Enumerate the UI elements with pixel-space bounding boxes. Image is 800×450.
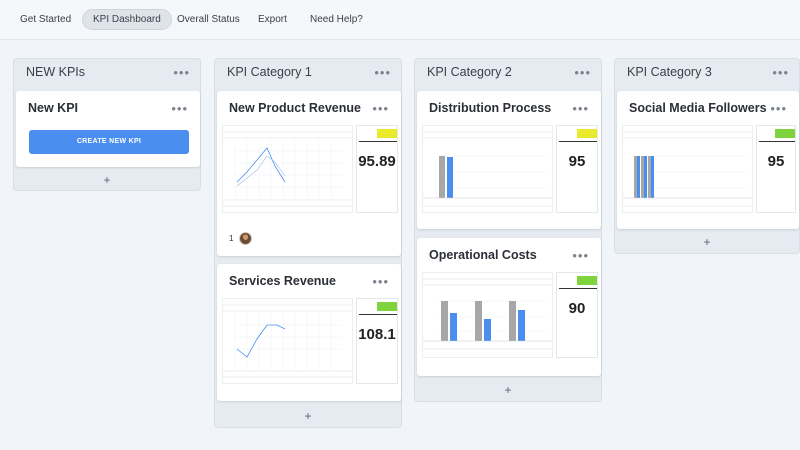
kpi-report-thumbnail [422, 125, 553, 213]
kpi-value: 95 [557, 153, 597, 170]
nav-get-started[interactable]: Get Started [10, 9, 81, 30]
bar-chart-thumbnail [623, 126, 753, 213]
card-title: Operational Costs [429, 248, 537, 262]
more-horizontal-icon[interactable]: ••• [173, 68, 190, 78]
column-kpi-category-3: KPI Category 3 ••• Social Media Follower… [614, 58, 800, 254]
add-card-button[interactable]: + [615, 235, 799, 249]
column-header: NEW KPIs ••• [14, 59, 200, 87]
kpi-card-new-kpi[interactable]: New KPI ••• CREATE NEW KPI [16, 91, 200, 167]
line-chart-thumbnail [223, 299, 353, 384]
kpi-card-operational-costs[interactable]: Operational Costs ••• 90 [417, 238, 601, 376]
kpi-value-panel: 108.1 [356, 298, 398, 384]
bar-chart-thumbnail [423, 273, 553, 358]
card-title: New KPI [28, 101, 78, 115]
bar-chart-thumbnail [423, 126, 553, 213]
nav-kpi-dashboard[interactable]: KPI Dashboard [82, 9, 172, 30]
more-horizontal-icon[interactable]: ••• [572, 251, 589, 261]
more-horizontal-icon[interactable]: ••• [772, 68, 789, 78]
column-kpi-category-2: KPI Category 2 ••• Distribution Process … [414, 58, 602, 402]
column-title: NEW KPIs [26, 65, 85, 79]
add-card-button[interactable]: + [215, 409, 401, 423]
column-title: KPI Category 1 [227, 65, 312, 79]
column-header: KPI Category 1 ••• [215, 59, 401, 87]
status-indicator [377, 129, 397, 138]
line-chart-thumbnail [223, 126, 353, 213]
card-title: Distribution Process [429, 101, 551, 115]
add-card-button[interactable]: + [14, 173, 200, 187]
more-horizontal-icon[interactable]: ••• [770, 104, 787, 114]
avatar[interactable] [239, 232, 252, 245]
nav-overall-status[interactable]: Overall Status [167, 9, 250, 30]
kpi-report-thumbnail [222, 298, 353, 384]
nav-export[interactable]: Export [248, 9, 297, 30]
kpi-report-thumbnail [222, 125, 353, 213]
kpi-value-panel: 95 [756, 125, 796, 213]
status-indicator [577, 129, 597, 138]
more-horizontal-icon[interactable]: ••• [372, 277, 389, 287]
kpi-report-thumbnail [622, 125, 753, 213]
kpi-value: 95 [757, 153, 795, 170]
status-indicator [577, 276, 597, 285]
kpi-value-panel: 95.89 [356, 125, 398, 213]
status-indicator [775, 129, 795, 138]
nav-need-help[interactable]: Need Help? [300, 9, 373, 30]
kpi-card-new-product-revenue[interactable]: New Product Revenue ••• 95.89 [217, 91, 401, 256]
kpi-value: 95.89 [357, 153, 397, 170]
kpi-value-panel: 95 [556, 125, 598, 213]
top-nav: Get Started KPI Dashboard Overall Status… [0, 0, 800, 40]
column-title: KPI Category 3 [627, 65, 712, 79]
kpi-card-distribution-process[interactable]: Distribution Process ••• 95 [417, 91, 601, 229]
card-title: New Product Revenue [229, 101, 361, 115]
create-new-kpi-button[interactable]: CREATE NEW KPI [29, 130, 189, 154]
owner-count: 1 [229, 234, 233, 243]
more-horizontal-icon[interactable]: ••• [372, 104, 389, 114]
more-horizontal-icon[interactable]: ••• [572, 104, 589, 114]
kpi-value-panel: 90 [556, 272, 598, 358]
card-title: Services Revenue [229, 274, 336, 288]
column-header: KPI Category 2 ••• [415, 59, 601, 87]
kpi-card-social-media-followers[interactable]: Social Media Followers ••• 9 [617, 91, 799, 229]
more-horizontal-icon[interactable]: ••• [574, 68, 591, 78]
kpi-value: 108.1 [357, 326, 397, 343]
kpi-report-thumbnail [422, 272, 553, 358]
kpi-value: 90 [557, 300, 597, 317]
column-new-kpis: NEW KPIs ••• New KPI ••• CREATE NEW KPI … [13, 58, 201, 191]
column-kpi-category-1: KPI Category 1 ••• New Product Revenue •… [214, 58, 402, 428]
status-indicator [377, 302, 397, 311]
column-title: KPI Category 2 [427, 65, 512, 79]
card-title: Social Media Followers [629, 101, 767, 115]
add-card-button[interactable]: + [415, 383, 601, 397]
kpi-card-services-revenue[interactable]: Services Revenue ••• 108.1 [217, 264, 401, 401]
more-horizontal-icon[interactable]: ••• [374, 68, 391, 78]
column-header: KPI Category 3 ••• [615, 59, 799, 87]
more-horizontal-icon[interactable]: ••• [171, 104, 188, 114]
